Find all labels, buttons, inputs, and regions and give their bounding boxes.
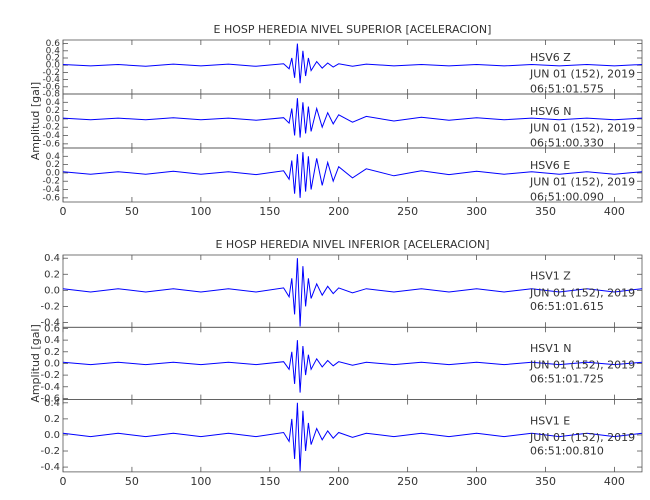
date-label: JUN 01 (152), 2019 [529, 286, 635, 299]
x-tick-label: 350 [535, 205, 556, 218]
x-tick-label: 400 [604, 205, 625, 218]
y-tick-label: 0.6 [46, 39, 61, 49]
chart-title: E HOSP HEREDIA NIVEL INFERIOR [ACELERACI… [215, 238, 489, 251]
y-tick-label: -0.6 [42, 139, 60, 149]
y-tick-label: 0.4 [44, 398, 60, 409]
time-label: 06:51:01.615 [530, 300, 604, 313]
date-label: JUN 01 (152), 2019 [529, 68, 635, 81]
y-tick-label: 0.0 [46, 61, 61, 71]
y-tick-label: 0.6 [44, 323, 60, 334]
waveform [62, 340, 643, 393]
y-axis-label: Amplitud [gal] [29, 324, 42, 402]
y-tick-label: 0.0 [44, 358, 60, 369]
y-tick-label: 0.2 [44, 269, 60, 280]
y-tick-label: 0.2 [46, 54, 60, 64]
time-label: 06:51:01.575 [530, 83, 604, 96]
waveform [62, 402, 643, 472]
y-tick-label: 0.4 [46, 46, 61, 56]
time-label: 06:51:01.725 [530, 372, 604, 385]
y-tick-label: 0.4 [46, 98, 61, 108]
y-tick-label: 0.2 [46, 160, 60, 170]
y-tick-label: 0.0 [44, 285, 60, 296]
time-label: 06:51:00.090 [530, 191, 604, 204]
y-tick-label: 0.4 [46, 152, 61, 162]
x-tick-label: 200 [328, 475, 349, 488]
panel-frame [62, 147, 643, 203]
y-tick-label: -0.8 [42, 90, 60, 100]
time-label: 06:51:00.810 [530, 445, 604, 458]
y-tick-label: 0.2 [44, 347, 60, 358]
x-tick-label: 300 [466, 475, 487, 488]
station-label: HSV6 Z [530, 51, 571, 64]
x-tick-label: 250 [397, 475, 418, 488]
y-tick-label: -0.2 [40, 370, 60, 381]
y-tick-label: -0.6 [40, 393, 60, 404]
chart-title: E HOSP HEREDIA NIVEL SUPERIOR [ACELERACI… [214, 23, 492, 36]
y-tick-label: -0.2 [42, 68, 60, 78]
x-tick-label: 350 [535, 475, 556, 488]
x-tick-label: 100 [190, 205, 211, 218]
x-tick-label: 150 [259, 475, 280, 488]
date-label: JUN 01 (152), 2019 [529, 359, 635, 372]
y-tick-label: -0.6 [42, 193, 60, 203]
y-tick-label: -0.6 [42, 82, 60, 92]
y-tick-label: 0.2 [46, 106, 60, 116]
y-tick-label: 0.0 [46, 114, 61, 124]
station-label: HSV1 E [530, 414, 570, 427]
x-tick-label: 0 [60, 475, 67, 488]
y-axis-label: Amplitud [gal] [29, 82, 42, 160]
x-tick-label: 0 [60, 205, 67, 218]
station-label: HSV1 N [530, 342, 572, 355]
y-tick-label: -0.4 [42, 185, 60, 195]
date-label: JUN 01 (152), 2019 [529, 176, 635, 189]
x-tick-label: 250 [397, 205, 418, 218]
x-tick-label: 50 [125, 475, 139, 488]
y-tick-label: -0.2 [40, 446, 60, 457]
waveform [62, 98, 643, 138]
station-label: HSV1 Z [530, 270, 571, 283]
y-tick-label: 0.4 [44, 253, 60, 264]
station-label: HSV6 N [530, 105, 572, 118]
y-tick-label: -0.2 [42, 123, 60, 133]
y-tick-label: -0.2 [40, 301, 60, 312]
x-tick-label: 150 [259, 205, 280, 218]
panel-frame [62, 399, 643, 473]
x-tick-label: 100 [190, 475, 211, 488]
y-tick-label: -0.4 [40, 317, 60, 328]
waveform [62, 258, 643, 327]
y-tick-label: 0.4 [44, 335, 60, 346]
waveform [62, 43, 643, 84]
station-label: HSV6 E [530, 159, 570, 172]
y-tick-label: -0.4 [42, 131, 60, 141]
y-tick-label: 0.0 [44, 430, 60, 441]
x-tick-label: 50 [125, 205, 139, 218]
date-label: JUN 01 (152), 2019 [529, 122, 635, 135]
y-tick-label: -0.4 [42, 75, 60, 85]
y-tick-label: -0.4 [40, 462, 60, 473]
x-tick-label: 200 [328, 205, 349, 218]
y-tick-label: 0.0 [46, 168, 61, 178]
y-tick-label: 0.2 [44, 414, 60, 425]
time-label: 06:51:00.330 [530, 137, 604, 150]
x-tick-label: 300 [466, 205, 487, 218]
date-label: JUN 01 (152), 2019 [529, 431, 635, 444]
y-tick-label: -0.4 [40, 382, 60, 393]
y-tick-label: -0.2 [42, 177, 60, 187]
x-tick-label: 400 [604, 475, 625, 488]
waveform [62, 152, 643, 198]
